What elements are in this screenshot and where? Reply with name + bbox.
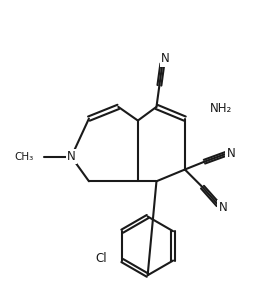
Text: Cl: Cl xyxy=(95,252,106,265)
Text: N: N xyxy=(67,150,76,163)
Text: N: N xyxy=(161,52,170,65)
Text: NH₂: NH₂ xyxy=(210,102,233,115)
Text: CH₃: CH₃ xyxy=(15,152,34,162)
Text: N: N xyxy=(219,201,227,214)
Text: N: N xyxy=(227,147,235,160)
